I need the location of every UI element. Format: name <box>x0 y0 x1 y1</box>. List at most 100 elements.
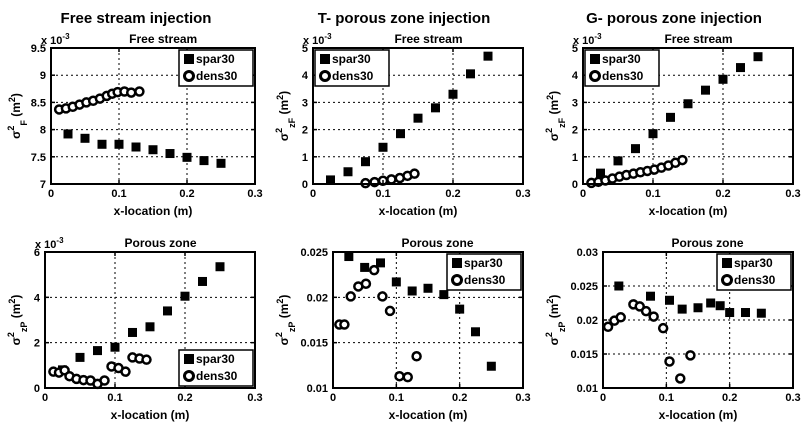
legend: spar30 dens30 <box>314 49 390 87</box>
x-tick-label: 0.3 <box>515 188 530 200</box>
plot-title: Free stream <box>664 32 732 46</box>
chart-porous-zone-bottom-left: 0 0.1 0.2 0.3 0 2 4 6 Porous zone x 10-3 x-locatio… <box>6 234 265 424</box>
legend: spar30 dens30 <box>716 253 792 291</box>
axes-box <box>44 251 256 389</box>
chart-porous-zone-bottom-middle: 0 0.1 0.2 0.3 0.01 0.015 0.02 0.025 Porous zone x… <box>274 234 533 424</box>
square-marker <box>75 352 85 362</box>
x-tick-label: 0.2 <box>177 392 192 404</box>
x-tick-label: 0.3 <box>785 188 800 200</box>
square-marker <box>131 142 141 152</box>
series-spar30 <box>58 262 225 375</box>
legend-circle-marker-icon <box>319 70 331 82</box>
y-axis-label: σ2zF (m2) <box>544 91 567 141</box>
circle-marker <box>125 87 137 98</box>
square-marker <box>631 144 640 154</box>
x-tick-label: 0 <box>580 188 586 200</box>
square-marker <box>741 308 750 318</box>
square-marker <box>677 304 687 314</box>
square-marker <box>343 167 353 177</box>
legend-circle-marker-icon <box>183 70 195 82</box>
svg-text:σ2F (m2): σ2F (m2) <box>7 93 29 139</box>
circle-marker <box>134 86 145 97</box>
x-axis-label: x-location (m) <box>379 204 458 218</box>
legend-entry-dens30: dens30 <box>464 273 506 287</box>
square-marker <box>148 145 158 155</box>
legend-entry-dens30: dens30 <box>196 69 238 83</box>
y-axis-label: σ2zP (m2) <box>6 295 29 346</box>
y-tick-label: 0 <box>34 383 40 395</box>
circle-marker <box>402 371 413 383</box>
y-axis-label: σ2zP (m2) <box>274 295 297 346</box>
legend-square-marker-icon <box>184 54 194 64</box>
svg-text:σ2zF (m2): σ2zF (m2) <box>545 91 567 141</box>
series-dens30 <box>48 352 152 390</box>
y-tick-label: 3 <box>572 97 578 109</box>
plot-title: Free stream <box>129 32 197 46</box>
circle-marker <box>360 278 372 289</box>
x-tick-label: 0.2 <box>722 392 737 404</box>
y-tick-label: 2 <box>302 125 308 137</box>
column-t-porous-zone-injection: T- porous zone injection 0 0.1 0.2 0.3 0 1 2 3 4… <box>272 0 536 434</box>
legend-entry-dens30: dens30 <box>332 69 374 83</box>
square-marker <box>93 346 102 356</box>
plot-free-stream: 0 0.1 0.2 0.3 0 1 2 3 4 5 Free stream x 10-3 x-locat… <box>544 32 801 218</box>
y-axis-exponent-label: x 10-3 <box>35 236 64 251</box>
square-marker <box>80 133 90 143</box>
series-spar30 <box>596 52 763 178</box>
y-tick-label: 7 <box>40 179 46 191</box>
y-tick-label: 0.02 <box>577 315 598 327</box>
square-marker <box>361 157 370 167</box>
x-tick-label: 0.2 <box>715 188 730 200</box>
column-g-porous-zone-injection: G- porous zone injection 0 0.1 0.2 0.3 0 1 2 3 4… <box>536 0 812 434</box>
square-marker <box>163 306 172 316</box>
square-marker <box>413 113 423 123</box>
legend-entry-spar30: spar30 <box>196 52 235 66</box>
circle-marker <box>384 305 396 317</box>
square-marker <box>448 89 458 99</box>
circle-marker <box>377 291 388 302</box>
circle-marker <box>411 351 422 362</box>
column-title-free-stream-injection: Free stream injection <box>60 10 212 27</box>
y-tick-label: 3 <box>302 97 308 109</box>
circle-marker <box>640 305 652 317</box>
y-tick-label: 8.5 <box>31 97 46 109</box>
plot-title: Porous zone <box>124 236 196 250</box>
square-marker <box>376 258 385 268</box>
square-marker <box>180 291 190 301</box>
legend-square-marker-icon <box>590 54 600 64</box>
circle-marker <box>120 366 131 377</box>
legend-square-marker-icon <box>722 258 732 268</box>
x-tick-label: 0.1 <box>659 392 674 404</box>
y-tick-label: 0.03 <box>577 247 598 259</box>
legend-circle-marker-icon <box>183 370 195 382</box>
circle-marker <box>675 373 686 384</box>
axes-box <box>332 251 524 389</box>
square-marker <box>114 139 124 149</box>
series-dens30 <box>334 264 422 383</box>
square-marker <box>360 262 370 272</box>
y-tick-label: 6 <box>34 247 40 259</box>
column-free-stream-injection: Free stream injection 0 0.1 0.2 0.3 7 7.5 8 8.5… <box>0 0 272 434</box>
x-tick-label: 0.3 <box>247 188 262 200</box>
circle-marker <box>368 264 380 276</box>
column-title-g-porous-zone-injection: G- porous zone injection <box>586 10 762 27</box>
square-marker <box>646 291 655 301</box>
square-marker <box>215 262 225 272</box>
y-axis-label: σ2zP (m2) <box>544 295 567 346</box>
y-tick-label: 4 <box>572 70 579 82</box>
svg-text:σ2zF (m2): σ2zF (m2) <box>275 91 297 141</box>
y-axis-label: σ2zF (m2) <box>274 91 297 141</box>
legend-entry-dens30: dens30 <box>734 273 776 287</box>
circle-marker <box>141 354 152 365</box>
circle-marker <box>685 350 696 361</box>
square-marker <box>666 112 675 122</box>
svg-text:σ2zP (m2): σ2zP (m2) <box>7 295 29 346</box>
square-marker <box>407 286 417 296</box>
circle-marker <box>648 311 659 322</box>
square-marker <box>378 142 388 152</box>
y-tick-label: 0.025 <box>570 281 598 293</box>
axes-box <box>50 47 256 185</box>
chart-free-stream-top-left: 0 0.1 0.2 0.3 7 7.5 8 8.5 9 9.5 Free stream x 10-3 x… <box>6 30 265 220</box>
square-marker <box>756 308 766 318</box>
